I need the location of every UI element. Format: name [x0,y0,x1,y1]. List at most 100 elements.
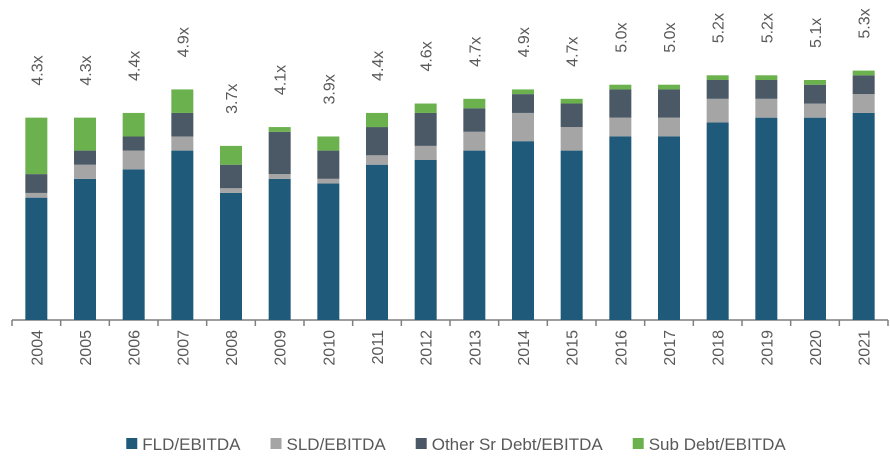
bar-segment [852,70,875,76]
x-tick-label: 2013 [467,330,484,366]
bar-segment [171,112,194,137]
total-label: 4.9x [516,27,533,57]
bar-segment [755,98,778,118]
x-tick-label: 2017 [662,330,679,366]
bar-segment [658,89,680,118]
bar-segment [366,164,388,320]
bar-segment [122,169,145,320]
bar-segment [804,84,826,104]
bar-segment [560,98,583,104]
x-tick-label: 2012 [419,330,436,366]
bar-segment [25,197,48,320]
legend-label: FLD/EBITDA [142,435,241,454]
total-label: 5.3x [857,8,874,38]
bar-segment [74,178,96,320]
bar-segment [852,112,875,320]
bar-segment [317,183,340,320]
x-tick-label: 2004 [29,330,46,366]
bar-segment [609,117,632,137]
legend-swatch [415,438,427,449]
bar-segment [706,75,729,80]
bar-segment [414,145,437,160]
bar-segment [366,155,388,165]
total-label: 5.0x [613,22,630,52]
bar-segment [463,150,486,320]
x-tick-label: 2014 [516,330,533,366]
legend: FLD/EBITDA SLD/EBITDA Other Sr Debt/EBITDA… [126,435,786,454]
total-label: 5.2x [711,13,728,43]
bar-segment [25,174,48,193]
bar-segment [658,136,680,320]
bar-segment [268,127,291,132]
bar-segment [463,98,486,109]
bar-segment [25,117,48,175]
bar-segment [366,127,388,156]
legend-swatch [126,438,138,449]
x-tick-label: 2011 [370,330,387,365]
total-label: 4.9x [175,27,192,57]
bar-segment [171,89,194,113]
bar-segment [560,150,583,320]
bar-segment [220,145,242,165]
bar-segment [268,131,291,175]
x-tick-label: 2008 [224,330,241,366]
total-label: 5.1x [808,18,825,48]
bar-segment [366,112,388,128]
bar-segment [268,174,291,179]
legend-label: Sub Debt/EBITDA [649,435,787,454]
bar-segment [658,117,680,137]
bar-segment [706,80,729,99]
bar-segment [706,98,729,123]
x-tick-label: 2016 [613,330,630,366]
total-label: 3.9x [321,74,338,104]
bar-segment [122,112,145,137]
bar-segment [414,160,437,320]
legend-label: Other Sr Debt/EBITDA [432,435,604,454]
bar-segment [755,80,778,99]
total-label: 4.7x [565,37,582,67]
total-label: 4.3x [29,55,46,85]
bar-segment [122,150,145,170]
total-label: 4.6x [419,41,436,71]
total-label: 5.0x [662,22,679,52]
bar-segment [852,75,875,95]
bar-segment [755,117,778,320]
x-tick-label: 2020 [808,330,825,366]
bar-segment [804,117,826,320]
legend-swatch [270,438,282,449]
x-tick-label: 2015 [565,330,582,366]
bar-segment [609,84,632,90]
bar-segment [658,84,680,90]
bar-segment [609,136,632,320]
bar-segment [268,178,291,320]
bar-segment [560,127,583,151]
bar-segment [171,136,194,151]
bar-segment [560,103,583,128]
bar-segment [463,108,486,132]
bar-segment [74,117,96,151]
x-tick-label: 2005 [78,330,95,366]
x-tick-label: 2007 [175,330,192,366]
bar-segment [463,131,486,151]
bar-segment [804,80,826,85]
bar-segment [220,188,242,193]
bar-segment [171,150,194,320]
x-tick-label: 2021 [857,330,874,366]
bar-segment [317,136,340,151]
bar-segment [414,112,437,146]
bar-segment [512,89,534,95]
bar-segment [220,164,242,189]
total-label: 3.7x [224,84,241,114]
x-tick-label: 2018 [711,330,728,366]
total-label: 4.4x [127,51,144,81]
bar-segment [220,192,242,320]
x-tick-label: 2019 [759,330,776,366]
total-label: 4.1x [273,65,290,95]
bar-segment [609,89,632,118]
bar-segment [755,75,778,80]
total-label: 4.4x [370,51,387,81]
bar-segment [512,94,534,113]
bar-segment [74,150,96,165]
bar-segment [317,150,340,179]
